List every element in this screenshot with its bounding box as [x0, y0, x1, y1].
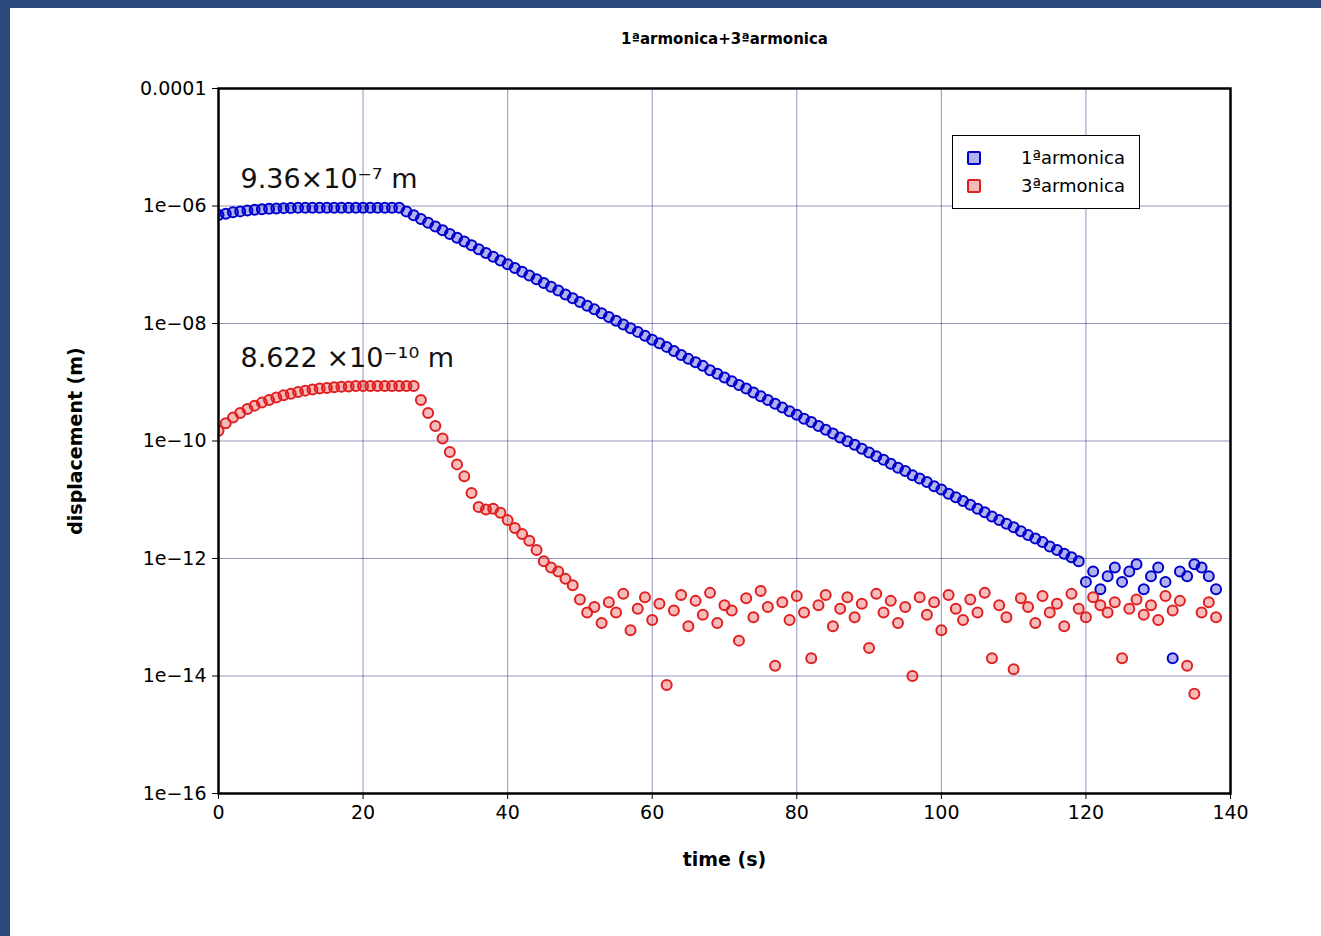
html-text:1ªarmonica: 1ªarmonica [1021, 147, 1125, 168]
svg-text:8.622 ×10⁻¹⁰ m: 8.622 ×10⁻¹⁰ m [241, 342, 455, 373]
svg-text:0.0001: 0.0001 [140, 77, 206, 99]
html-text:3ªarmonica: 3ªarmonica [1021, 175, 1125, 196]
svg-text:40: 40 [496, 801, 520, 823]
svg-text:80: 80 [785, 801, 809, 823]
svg-text:140: 140 [1212, 801, 1248, 823]
svg-text:1ªarmonica+3ªarmonica: 1ªarmonica+3ªarmonica [621, 30, 828, 48]
svg-text:1e−14: 1e−14 [143, 664, 207, 686]
svg-text:1e−10: 1e−10 [143, 429, 207, 451]
svg-text:1e−16: 1e−16 [143, 782, 207, 804]
svg-text:0: 0 [212, 801, 224, 823]
svg-text:120: 120 [1068, 801, 1104, 823]
svg-text:100: 100 [923, 801, 959, 823]
svg-text:20: 20 [351, 801, 375, 823]
svg-text:time (s): time (s) [683, 848, 767, 870]
svg-text:1e−12: 1e−12 [143, 547, 207, 569]
svg-text:60: 60 [640, 801, 664, 823]
svg-text:displacement (m): displacement (m) [64, 347, 86, 535]
svg-text:1e−08: 1e−08 [143, 312, 207, 334]
svg-text:9.36×10⁻⁷ m: 9.36×10⁻⁷ m [241, 163, 418, 194]
svg-text:1e−06: 1e−06 [143, 194, 207, 216]
